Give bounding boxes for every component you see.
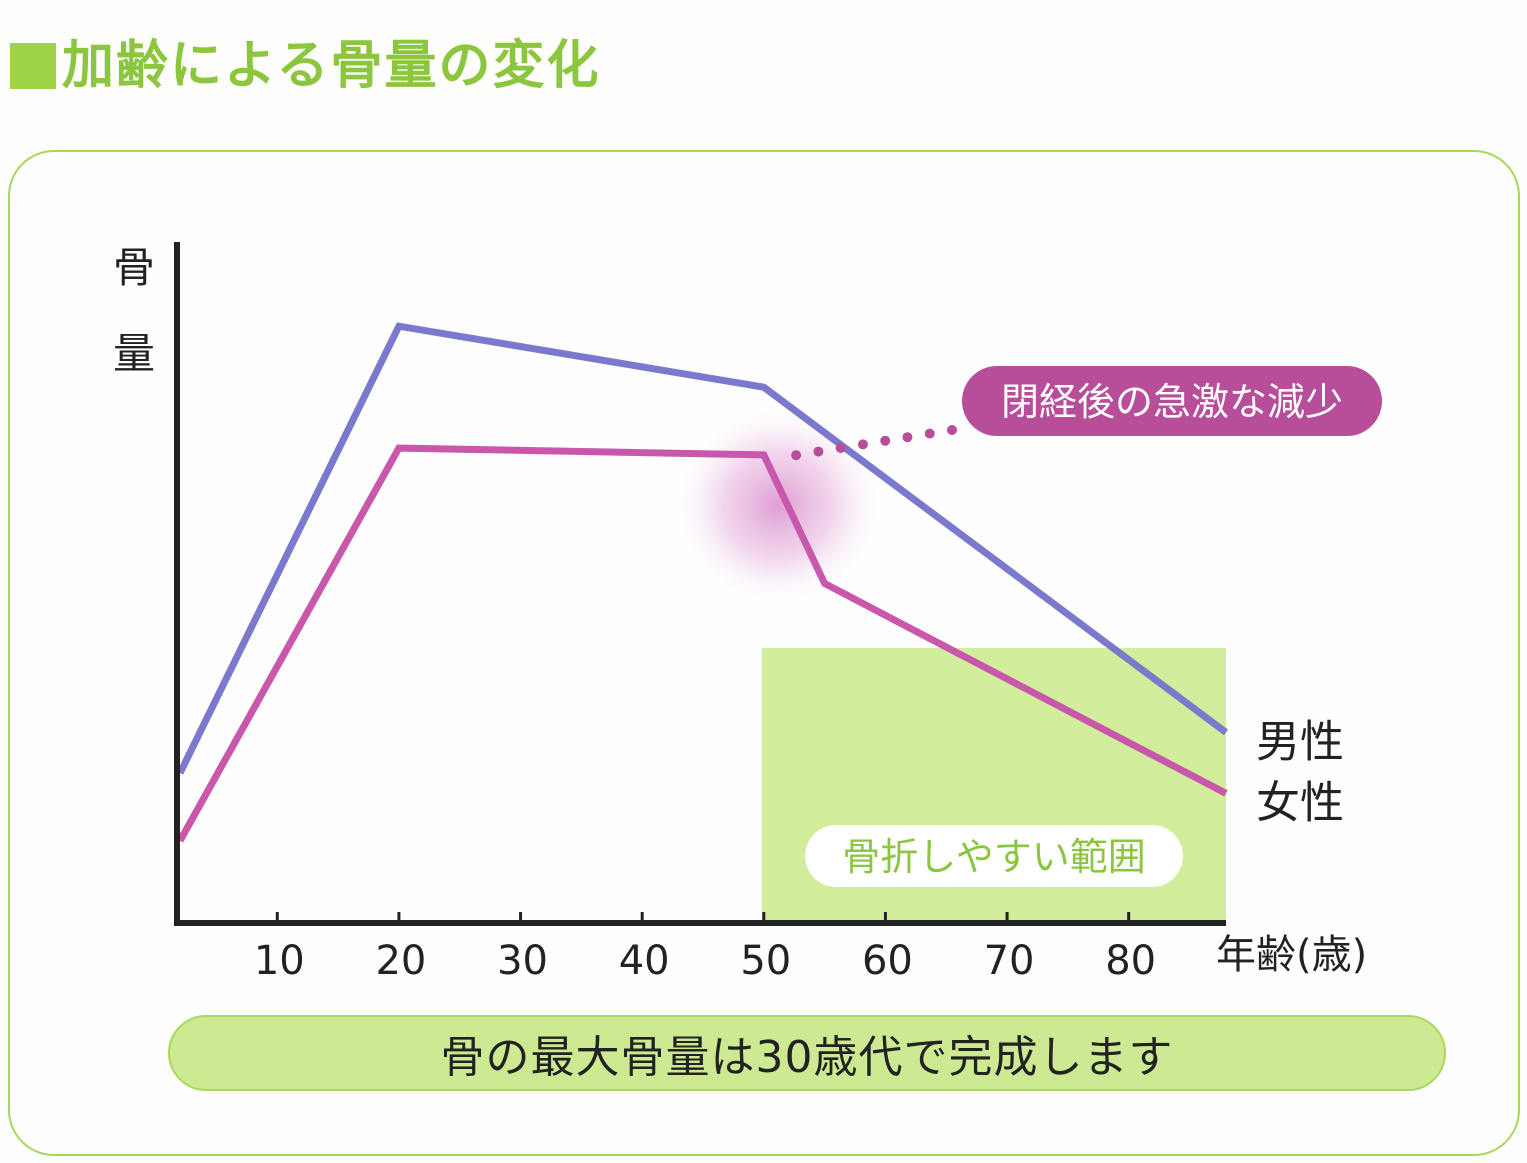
- annotation-text: 閉経後の急激な減少: [1001, 380, 1343, 424]
- title-bullet-square: [10, 43, 56, 89]
- series-line-female: [176, 444, 1228, 843]
- series-line-male: [176, 322, 1229, 775]
- annotation-leader-dot: [791, 450, 802, 461]
- annotation-leader-dot: [880, 435, 891, 446]
- x-tick-label: 20: [375, 938, 426, 984]
- footer-banner: 骨の最大骨量は30歳代で完成します: [168, 1015, 1446, 1091]
- annotation-leader-dot: [835, 442, 846, 453]
- fracture-risk-label-pill: [805, 825, 1183, 887]
- annotation-leader-dot: [813, 446, 824, 457]
- x-tick-label: 10: [254, 938, 305, 984]
- annotation-leader-dot: [924, 428, 935, 439]
- title-text: 加齢による骨量の変化: [62, 36, 601, 96]
- x-tick-label: 30: [497, 938, 548, 984]
- x-tick-label: 40: [619, 938, 670, 984]
- legend-label-female: 女性: [1256, 777, 1344, 828]
- y-axis-title-char: 骨: [113, 243, 155, 292]
- annotation-pill: [962, 366, 1382, 436]
- footer-text: 骨の最大骨量は30歳代で完成します: [440, 1032, 1174, 1083]
- x-tick-label: 50: [740, 938, 791, 984]
- x-tick-label: 70: [984, 938, 1035, 984]
- x-axis-title: 年齢(歳): [1216, 932, 1367, 978]
- drop-highlight-glow: [678, 410, 879, 601]
- y-axis-title-char: 量: [113, 329, 155, 378]
- annotation-leader-dot: [902, 432, 913, 443]
- annotation-leader-dot: [947, 425, 957, 435]
- page-title: 加齢による骨量の変化: [10, 36, 600, 96]
- x-tick-label: 60: [862, 938, 913, 984]
- annotation-leader-dot: [857, 439, 868, 450]
- fracture-risk-label: 骨折しやすい範囲: [842, 835, 1146, 879]
- legend-label-male: 男性: [1256, 716, 1344, 767]
- x-tick-label: 80: [1105, 938, 1156, 984]
